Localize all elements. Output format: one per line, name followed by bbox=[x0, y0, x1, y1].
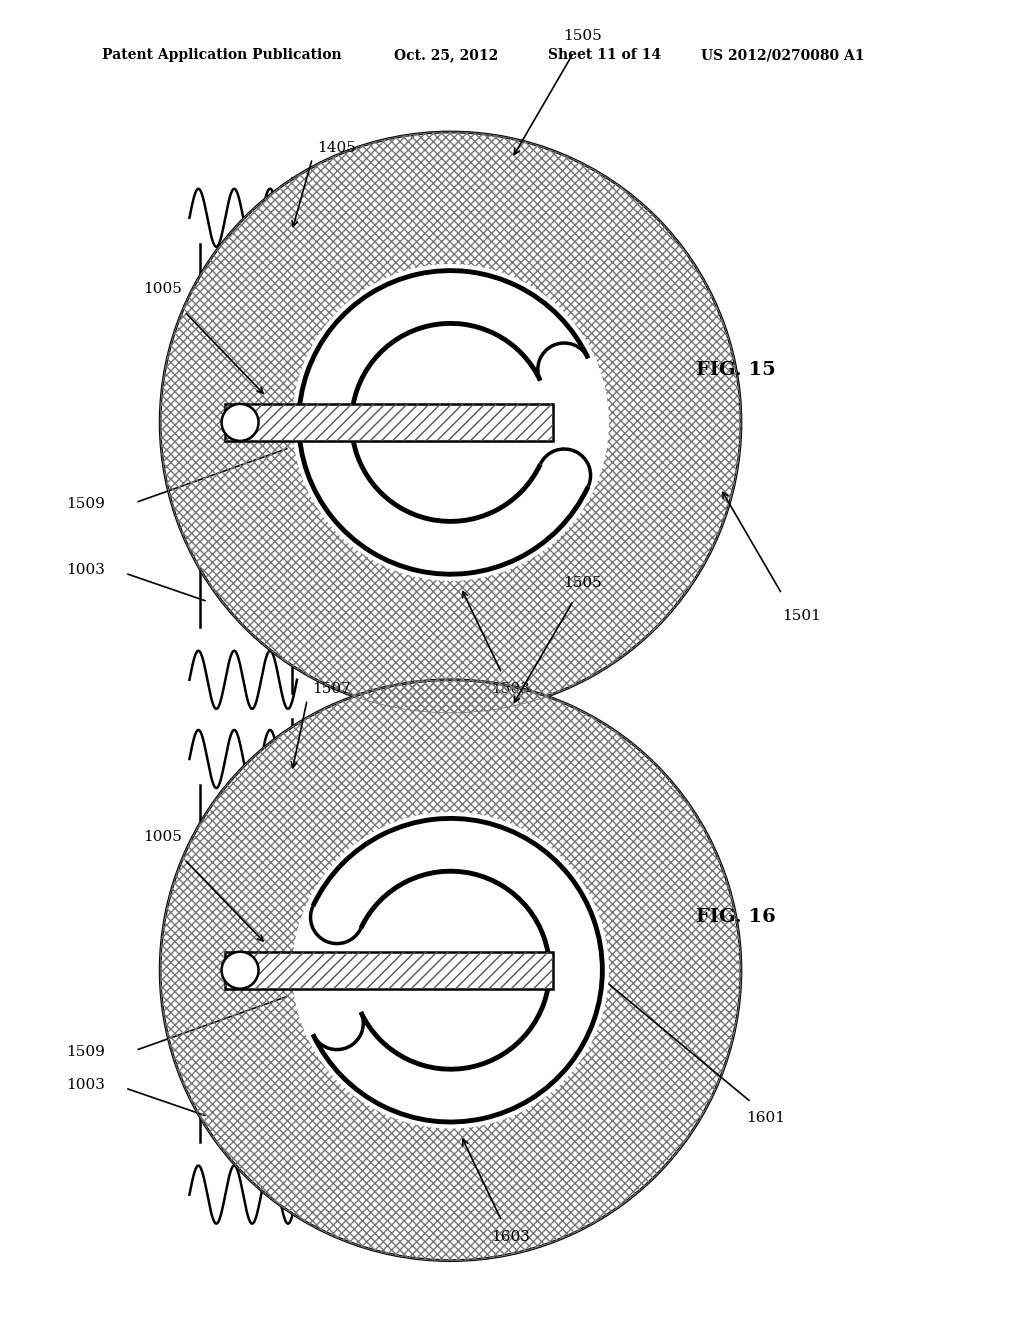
Text: FIG. 15: FIG. 15 bbox=[696, 360, 776, 379]
Text: 1603: 1603 bbox=[492, 1230, 530, 1243]
Circle shape bbox=[160, 132, 741, 713]
Text: 1005: 1005 bbox=[143, 830, 182, 843]
Bar bbox=[225, 952, 553, 989]
Text: 1509: 1509 bbox=[67, 498, 105, 511]
Circle shape bbox=[292, 264, 609, 581]
Circle shape bbox=[221, 404, 258, 441]
Text: 1505: 1505 bbox=[563, 577, 602, 590]
Text: 1005: 1005 bbox=[143, 282, 182, 296]
Bar bbox=[200, 271, 292, 627]
Text: 1405: 1405 bbox=[317, 141, 356, 154]
Text: 1507: 1507 bbox=[312, 682, 351, 696]
Text: 1509: 1509 bbox=[67, 1045, 105, 1059]
Text: Oct. 25, 2012: Oct. 25, 2012 bbox=[394, 49, 499, 62]
Text: 1003: 1003 bbox=[67, 1078, 105, 1092]
Text: Sheet 11 of 14: Sheet 11 of 14 bbox=[548, 49, 660, 62]
Bar bbox=[225, 404, 553, 441]
Text: US 2012/0270080 A1: US 2012/0270080 A1 bbox=[701, 49, 865, 62]
Text: FIG. 16: FIG. 16 bbox=[696, 908, 776, 927]
Bar bbox=[200, 812, 292, 1142]
Text: 1601: 1601 bbox=[746, 1111, 785, 1125]
Circle shape bbox=[292, 812, 609, 1129]
Circle shape bbox=[221, 952, 258, 989]
Text: 1503: 1503 bbox=[492, 682, 530, 696]
Bar bbox=[225, 404, 553, 441]
Text: 1505: 1505 bbox=[563, 29, 602, 42]
Text: 1003: 1003 bbox=[67, 564, 105, 577]
Circle shape bbox=[160, 680, 741, 1261]
Text: 1501: 1501 bbox=[782, 610, 821, 623]
Bar bbox=[225, 952, 553, 989]
Text: Patent Application Publication: Patent Application Publication bbox=[102, 49, 342, 62]
